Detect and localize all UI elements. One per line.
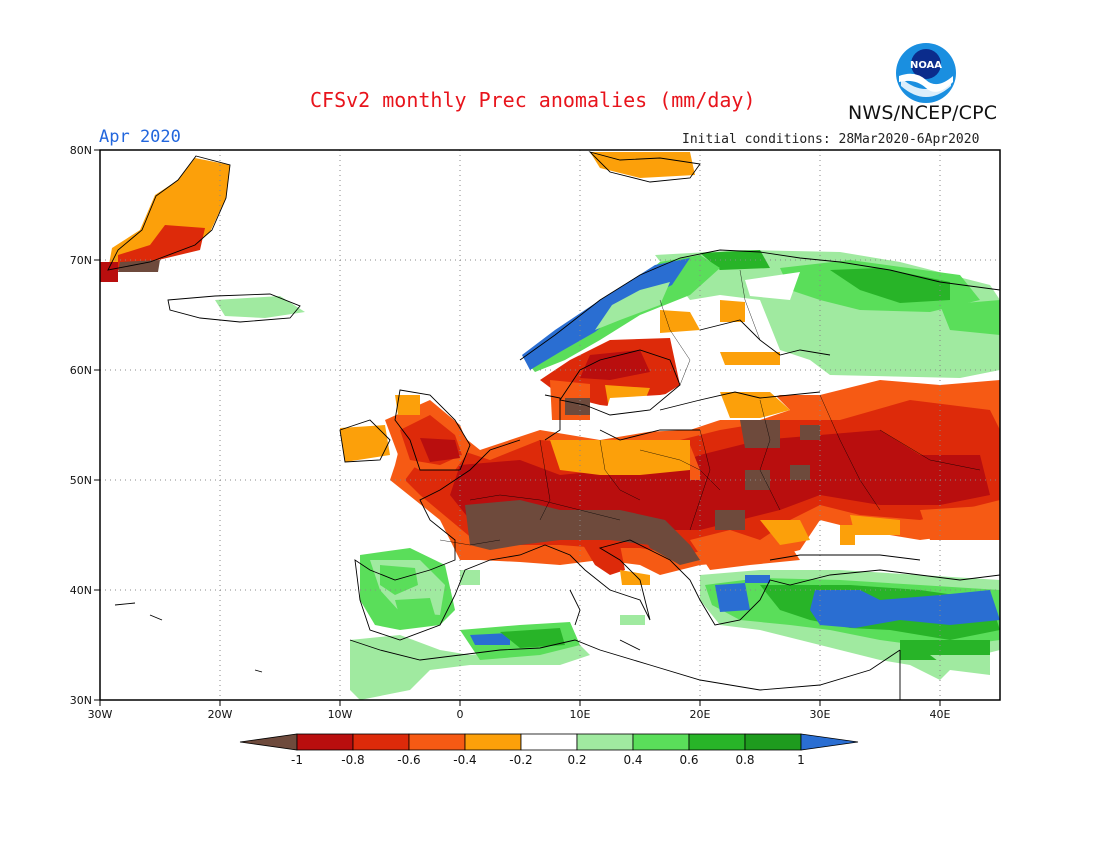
colorbar-bin-7 — [632, 733, 690, 751]
colorbar-bin-9 — [744, 733, 802, 751]
country-borders — [439, 269, 981, 546]
chart-title: CFSv2 monthly Prec anomalies (mm/day) — [310, 88, 756, 112]
lat-label-30n: 30N — [70, 694, 92, 707]
colorbar: -1 -0.8 -0.6 -0.4 -0.2 0.2 0.4 0.6 0.8 1 — [239, 733, 859, 767]
month-label: Apr 2020 — [99, 127, 181, 147]
lat-label-60n: 60N — [70, 364, 92, 377]
colorbar-tick: 0.2 — [567, 753, 586, 767]
colorbar-tick: -0.6 — [397, 753, 420, 767]
colorbar-bin-3 — [408, 733, 466, 751]
lon-label-10e: 10E — [570, 708, 591, 721]
longitude-axis: 30W 20W 10W 0 10E 20E 30E 40E — [88, 700, 951, 721]
lat-label-50n: 50N — [70, 474, 92, 487]
colorbar-tick: -1 — [291, 753, 303, 767]
colorbar-tick: 0.6 — [679, 753, 698, 767]
lon-label-30w: 30W — [88, 708, 113, 721]
colorbar-tick: -0.4 — [453, 753, 476, 767]
lat-label-70n: 70N — [70, 254, 92, 267]
lon-label-20e: 20E — [690, 708, 711, 721]
colorbar-bin-8 — [688, 733, 746, 751]
colorbar-tick: -0.2 — [509, 753, 532, 767]
gridlines — [100, 150, 1000, 700]
colorbar-bin-2 — [352, 733, 410, 751]
colorbar-tick: -0.8 — [341, 753, 364, 767]
lat-label-80n: 80N — [70, 144, 92, 157]
lon-label-30e: 30E — [810, 708, 831, 721]
map-frame — [99, 149, 1001, 701]
colorbar-tick: 0.4 — [623, 753, 642, 767]
lat-label-40n: 40N — [70, 584, 92, 597]
initial-conditions-label: Initial conditions: 28Mar2020-6Apr2020 — [682, 132, 980, 147]
coastlines — [107, 151, 1000, 700]
colorbar-tick: 0.8 — [735, 753, 754, 767]
lon-label-10w: 10W — [328, 708, 353, 721]
greenland-driest — [118, 260, 160, 272]
lon-label-40e: 40E — [930, 708, 951, 721]
noaa-logo: NOAA — [896, 43, 956, 103]
colorbar-bin-6 — [576, 733, 634, 751]
colorbar-bin-5 — [520, 733, 578, 751]
colorbar-bin-4 — [464, 733, 522, 751]
organization-label: NWS/NCEP/CPC — [848, 102, 998, 124]
latitude-axis: 80N 70N 60N 50N 40N 30N — [70, 144, 100, 707]
lon-label-0: 0 — [457, 708, 464, 721]
greenland-drier — [118, 225, 205, 270]
anomaly-shading — [100, 152, 1000, 700]
svg-text:NOAA: NOAA — [910, 60, 942, 71]
lon-label-20w: 20W — [208, 708, 233, 721]
colorbar-high-arrow — [800, 733, 859, 751]
colorbar-low-arrow — [239, 733, 298, 751]
colorbar-tick: 1 — [797, 753, 805, 767]
colorbar-bin-1 — [296, 733, 354, 751]
